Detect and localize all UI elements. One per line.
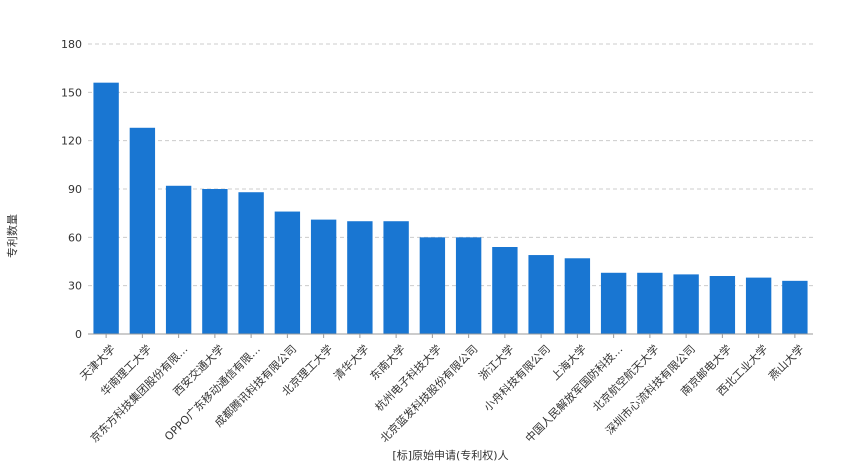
y-tick-label: 180 <box>61 38 82 51</box>
y-tick-label: 150 <box>61 86 82 99</box>
bars <box>93 83 807 334</box>
y-tick-label: 0 <box>75 328 82 341</box>
bar[interactable] <box>673 274 698 334</box>
bar[interactable] <box>782 281 807 334</box>
x-tick-label: 杭州电子科技大学 <box>372 342 444 414</box>
x-axis-title: [标]原始申请(专利权)人 <box>392 448 508 462</box>
bar[interactable] <box>347 221 372 334</box>
bar[interactable] <box>275 212 300 334</box>
bar[interactable] <box>710 276 735 334</box>
bar[interactable] <box>601 273 626 334</box>
bar[interactable] <box>492 247 517 334</box>
y-axis-title: 专利数量 <box>5 214 19 258</box>
x-axis-ticks: 天津大学华南理工大学京东方科技集团股份有限…西安交通大学OPPO广东移动通信有限… <box>77 334 807 445</box>
y-tick-label: 120 <box>61 135 82 148</box>
bar[interactable] <box>420 237 445 334</box>
y-tick-label: 60 <box>68 231 82 244</box>
bar[interactable] <box>456 237 481 334</box>
bar[interactable] <box>637 273 662 334</box>
bar[interactable] <box>130 128 155 334</box>
x-tick-label: 小舟科技有限公司 <box>481 342 553 414</box>
y-axis-ticks: 0 30 60 90 120 150 180 <box>61 38 82 341</box>
bar[interactable] <box>383 221 408 334</box>
grid-lines <box>88 44 813 286</box>
y-tick-label: 90 <box>68 183 82 196</box>
bar[interactable] <box>746 278 771 334</box>
x-tick-label: 燕山大学 <box>766 342 807 383</box>
bar[interactable] <box>93 83 118 334</box>
bar[interactable] <box>565 258 590 334</box>
bar[interactable] <box>166 186 191 334</box>
bar[interactable] <box>528 255 553 334</box>
bar[interactable] <box>202 189 227 334</box>
bar[interactable] <box>238 192 263 334</box>
x-tick-label: 清华大学 <box>331 342 372 383</box>
bar[interactable] <box>311 220 336 334</box>
y-tick-label: 30 <box>68 280 82 293</box>
x-tick-label: 北京航空航天大学 <box>590 342 662 414</box>
